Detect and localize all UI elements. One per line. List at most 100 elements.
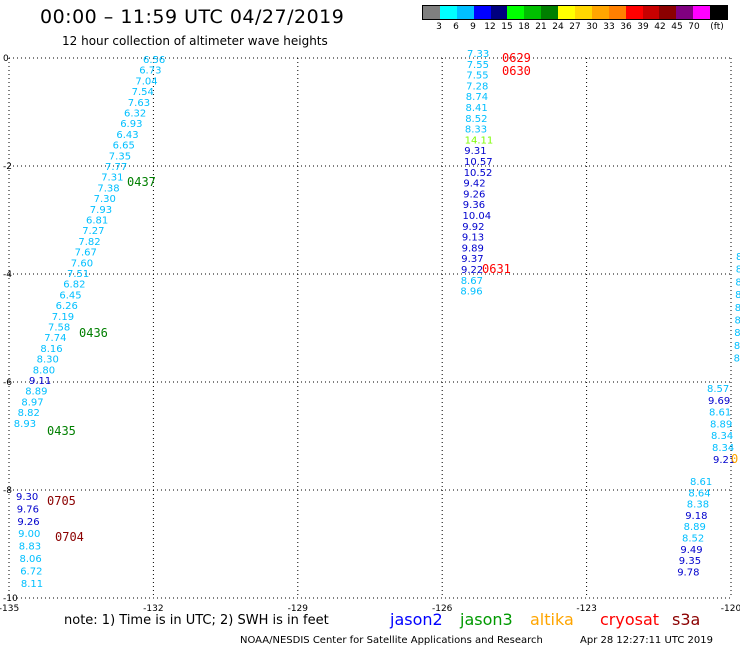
legend-swatch bbox=[659, 6, 677, 19]
wave-height-value: 8.83 bbox=[19, 542, 41, 553]
legend-swatch bbox=[490, 6, 508, 19]
wave-height-value: 9.30 bbox=[16, 492, 38, 503]
pass-time-label: 0705 bbox=[47, 494, 76, 508]
legend-swatch bbox=[423, 6, 440, 19]
wave-height-value: 8.93 bbox=[14, 419, 36, 430]
wave-height-value: 8.74 bbox=[466, 92, 488, 103]
wave-height-color-legend: 3 6 9 12 15 18 21 24 27 30 33 36 39 42 45 70 (ft) bbox=[422, 5, 728, 35]
wave-height-value: 8.61 bbox=[709, 408, 731, 419]
legend-label: (ft) bbox=[710, 22, 724, 32]
legend-swatch bbox=[710, 6, 728, 19]
wave-height-value: 9.18 bbox=[685, 511, 707, 522]
wave-height-value: 7.54 bbox=[132, 87, 154, 98]
lon-tick-label: -126 bbox=[432, 604, 453, 614]
wave-height-value: 8.97 bbox=[21, 397, 43, 408]
lat-tick-label: -4 bbox=[3, 270, 12, 280]
pass-time-label: 0704 bbox=[55, 530, 84, 544]
pass-time-label: 0435 bbox=[47, 424, 76, 438]
wave-height-value: 8.57 bbox=[707, 384, 729, 395]
legend-swatches bbox=[422, 5, 728, 20]
legend-swatch bbox=[693, 6, 711, 19]
wave-height-value: 9.69 bbox=[708, 396, 730, 407]
map-grid bbox=[8, 57, 732, 599]
wave-height-value: 6.65 bbox=[113, 141, 135, 152]
wave-height-value: 9.11 bbox=[29, 376, 51, 387]
wave-height-value: 7.67 bbox=[75, 248, 97, 259]
wave-height-value: 8.0 bbox=[735, 316, 740, 327]
lon-tick-label: -129 bbox=[288, 604, 309, 614]
wave-height-value: 7.63 bbox=[128, 98, 150, 109]
legend-label: 27 bbox=[569, 22, 581, 32]
pass-time-label: 0 bbox=[731, 452, 738, 466]
wave-height-value: 6.26 bbox=[56, 301, 78, 312]
lat-tick-label: -8 bbox=[3, 486, 12, 496]
wave-height-value: 6.73 bbox=[139, 66, 161, 77]
lon-tick-label: -132 bbox=[143, 604, 163, 614]
wave-height-value: 8 bbox=[736, 265, 740, 276]
wave-height-value: 8.34 bbox=[712, 443, 734, 454]
lon-tick-label: -135 bbox=[0, 604, 19, 614]
wave-height-value: 8. bbox=[735, 290, 740, 301]
timestamp: Apr 28 12:27:11 UTC 2019 bbox=[580, 635, 713, 646]
wave-height-value: 8.80 bbox=[33, 365, 55, 376]
wave-height-value: 6.32 bbox=[124, 109, 146, 120]
wave-height-value: 8.11 bbox=[21, 579, 43, 590]
wave-height-value: 8.7 bbox=[735, 303, 740, 314]
wave-height-value: 7.60 bbox=[71, 258, 93, 269]
wave-height-value: 7.51 bbox=[67, 269, 89, 280]
wave-height-value: 9.49 bbox=[680, 545, 702, 556]
legend-label: 39 bbox=[637, 22, 649, 32]
wave-height-value: 7.38 bbox=[97, 183, 119, 194]
legend-label: 36 bbox=[620, 22, 632, 32]
page-title: 00:00 – 11:59 UTC 04/27/2019 bbox=[40, 6, 345, 28]
wave-height-value: 8.67 bbox=[461, 276, 483, 287]
legend-swatch bbox=[625, 6, 643, 19]
wave-height-value: 8.61 bbox=[690, 477, 712, 488]
legend-swatch bbox=[575, 6, 592, 19]
wave-height-value: 9.00 bbox=[18, 529, 40, 540]
satellite-name: cryosat bbox=[600, 610, 660, 629]
wave-height-value: 9.13 bbox=[462, 233, 484, 244]
legend-swatch bbox=[439, 6, 457, 19]
wave-height-value: 6.72 bbox=[20, 566, 42, 577]
footer-note: note: 1) Time is in UTC; 2) SWH is in fe… bbox=[64, 613, 329, 628]
wave-height-value: 8.82 bbox=[18, 408, 40, 419]
wave-height-value: 6.93 bbox=[120, 119, 142, 130]
wave-height-value: 8.89 bbox=[25, 387, 47, 398]
lon-tick-label: -120 bbox=[721, 604, 740, 614]
wave-height-value: 9.92 bbox=[462, 222, 484, 233]
wave-height-value: 6.45 bbox=[59, 290, 81, 301]
legend-label: 70 bbox=[688, 22, 700, 32]
page-subtitle: 12 hour collection of altimeter wave hei… bbox=[62, 34, 328, 48]
legend-label: 9 bbox=[470, 22, 476, 32]
legend-label: 30 bbox=[586, 22, 598, 32]
wave-height-value: 6.81 bbox=[86, 216, 108, 227]
legend-label: 6 bbox=[453, 22, 459, 32]
legend-label: 21 bbox=[535, 22, 547, 32]
wave-height-value: 9.26 bbox=[17, 517, 39, 528]
legend-label: 15 bbox=[501, 22, 513, 32]
wave-height-value: 14.11 bbox=[465, 135, 494, 146]
wave-height-value: 8.64 bbox=[688, 488, 710, 499]
satellite-name: jason2 bbox=[390, 610, 443, 629]
legend-swatch bbox=[456, 6, 474, 19]
wave-height-value: 8.89 bbox=[684, 522, 706, 533]
wave-height-value: 7.93 bbox=[90, 205, 112, 216]
wave-height-value: 10.52 bbox=[464, 168, 493, 179]
wave-height-value: 8.20 bbox=[734, 341, 740, 352]
wave-height-value: 9.22 bbox=[461, 265, 483, 276]
legend-label: 12 bbox=[484, 22, 496, 32]
lat-tick-label: -6 bbox=[3, 378, 12, 388]
wave-height-value: 8.89 bbox=[710, 419, 732, 430]
wave-height-value: 8.06 bbox=[20, 554, 42, 565]
pass-time-label: 0630 bbox=[502, 64, 531, 78]
wave-height-value: 9.31 bbox=[464, 146, 486, 157]
wave-height-value: 10.04 bbox=[463, 211, 492, 222]
wave-height-value: 8.34 bbox=[711, 431, 733, 442]
wave-height-value: 8 bbox=[735, 277, 740, 288]
legend-swatch bbox=[558, 6, 576, 19]
lat-tick-label: 0 bbox=[3, 54, 9, 64]
legend-swatch bbox=[608, 6, 626, 19]
